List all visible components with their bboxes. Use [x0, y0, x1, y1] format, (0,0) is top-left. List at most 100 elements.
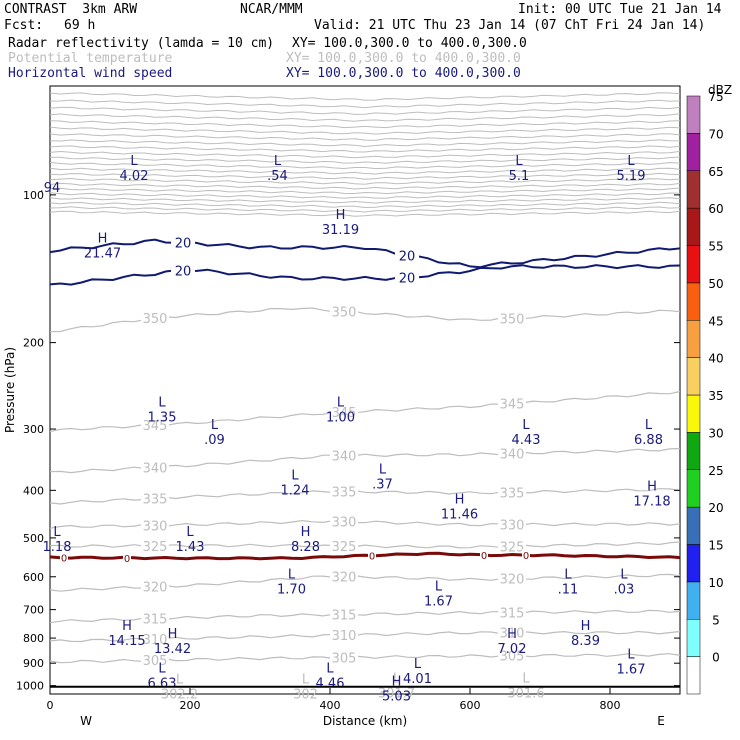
- extremum-marker: L: [564, 568, 572, 583]
- extremum-marker: L: [186, 525, 194, 540]
- colorbar-level-label: 35: [708, 389, 723, 403]
- wind-contour-label: 20: [175, 237, 192, 252]
- extremum-value: 1.18: [43, 540, 72, 555]
- theta-label-mask: [498, 648, 526, 662]
- theta-contour-label: 345: [143, 419, 168, 434]
- extremum-value: 17.18: [633, 494, 670, 509]
- theta-label-mask: [141, 632, 169, 646]
- extremum-value: .11: [558, 583, 579, 598]
- theta-contour-label: 350: [143, 312, 168, 327]
- theta-label-mask: [498, 539, 526, 553]
- y-tick-label: 300: [23, 423, 44, 436]
- theta-contour-label: 345: [332, 406, 357, 421]
- extremum-marker: L: [291, 468, 299, 483]
- colorbar-level-label: 15: [708, 539, 723, 553]
- extremum-value: 4.02: [120, 169, 149, 184]
- theta-dense-contour: [49, 172, 681, 180]
- theta-dense-contour: [49, 197, 681, 204]
- y-tick-label: 900: [23, 657, 44, 670]
- extremum-value: 13.42: [154, 642, 191, 657]
- theta-dense-contour: [49, 126, 681, 135]
- theta-contour-label: 335: [332, 486, 357, 501]
- colorbar-level-label: 20: [708, 501, 723, 515]
- forecast-hour: 69 h: [64, 18, 96, 33]
- colorbar-level-label: 40: [708, 352, 723, 366]
- theta-label-mask: [330, 628, 358, 642]
- x-axis-east-label: E: [657, 714, 665, 728]
- wind-label-mask: [171, 263, 195, 277]
- theta-dense-contour: [49, 139, 681, 148]
- extremum-marker: H: [455, 492, 465, 507]
- theta-label-mask: [498, 605, 526, 619]
- wind-label-mask: [395, 270, 419, 284]
- extremum-marker: H: [98, 231, 108, 246]
- wind-speed-contour: [49, 264, 681, 286]
- y-tick-label: 600: [23, 571, 44, 584]
- extremum-marker: H: [336, 208, 346, 223]
- colorbar-level-label: 0: [712, 651, 720, 665]
- theta-label-mask: [330, 304, 358, 318]
- extremum-marker: L: [302, 672, 310, 687]
- theta-contour-label: 340: [332, 450, 357, 465]
- colorbar-swatch: [686, 320, 701, 358]
- theta-dense-contour: [49, 210, 681, 217]
- theta-dense-contour: [50, 156, 681, 164]
- extremum-marker: L: [515, 154, 523, 169]
- theta-label-mask: [141, 611, 169, 625]
- extremum-marker: L: [158, 661, 166, 676]
- colorbar-level-label: 70: [708, 127, 723, 141]
- colorbar-swatch: [686, 394, 701, 433]
- theta-label-mask: [141, 418, 169, 432]
- theta-contour-label: 305: [143, 654, 168, 669]
- theta-contour-label: 310: [332, 629, 357, 644]
- field-wind-label: Horizontal wind speed: [8, 66, 173, 81]
- theta-dense-contour: [49, 113, 681, 122]
- field-theta-label: Potential temperature: [8, 51, 173, 66]
- extremum-value: 301.7: [378, 686, 415, 701]
- theta-label-mask: [330, 607, 358, 621]
- extremum-value: 7.02: [498, 642, 527, 657]
- extremum-marker: L: [326, 661, 334, 676]
- valid-time: Valid: 21 UTC Thu 23 Jan 14 (07 ChT Fri …: [314, 18, 706, 33]
- colorbar-unit: dBZ: [708, 83, 732, 97]
- theta-label-mask: [141, 538, 169, 552]
- colorbar-swatch: [686, 506, 701, 545]
- extremum-value: 4.01: [403, 672, 432, 687]
- extremum-marker: H: [647, 479, 657, 494]
- theta-contour-label: 310: [500, 627, 525, 642]
- extremum-value: .37: [372, 478, 393, 493]
- field-reflectivity-xy: XY= 100.0,300.0 to 400.0,300.0: [292, 36, 527, 51]
- extremum-marker: L: [211, 418, 219, 433]
- colorbar-level-label: 45: [708, 314, 723, 328]
- extremum-marker: L: [158, 396, 166, 411]
- extremum-value: 302.2: [161, 687, 198, 702]
- extremum-marker: H: [168, 627, 178, 642]
- colorbar-swatch: [686, 207, 701, 246]
- theta-dense-contour: [49, 99, 681, 109]
- theta-label-mask: [330, 650, 358, 664]
- theta-contour-label: 345: [500, 398, 525, 413]
- colorbar-swatch: [686, 170, 701, 209]
- wind-contour-label: 20: [399, 272, 416, 287]
- x-tick-label: 400: [320, 699, 341, 712]
- forecast-label: Fcst:: [4, 18, 44, 33]
- theta-dense-contour: [49, 167, 681, 175]
- extremum-marker: H: [581, 619, 591, 634]
- wind-speed-contour: [49, 238, 681, 269]
- theta-label-mask: [141, 460, 169, 474]
- colorbar-group: 0 5 10 15 20 25 30 35 40 45 50 55 60 65 70 75: [686, 90, 724, 695]
- extremum-value: .94: [40, 181, 61, 196]
- theta-label-mask: [141, 310, 169, 324]
- extremum-value: 5.03: [382, 690, 411, 705]
- wind-contour-label: 20: [399, 249, 416, 264]
- theta-contour-label: 340: [143, 461, 168, 476]
- theta-dense-contour: [49, 177, 681, 185]
- colorbar-swatch: [686, 245, 701, 284]
- extremum-marker: L: [620, 568, 628, 583]
- extremum-marker: H: [392, 675, 402, 690]
- theta-label-mask: [498, 625, 526, 639]
- theta-label-mask: [330, 405, 358, 419]
- theta-contour-label: 340: [500, 447, 525, 462]
- zero-label-mask: [480, 549, 488, 561]
